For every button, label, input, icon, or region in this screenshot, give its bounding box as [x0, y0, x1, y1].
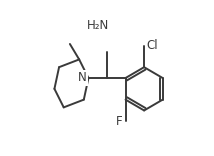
- Text: N: N: [78, 71, 87, 85]
- Text: H₂N: H₂N: [87, 19, 109, 32]
- Text: Cl: Cl: [147, 39, 158, 52]
- Text: H₂N: H₂N: [87, 19, 109, 32]
- Text: F: F: [116, 115, 123, 128]
- Text: N: N: [78, 71, 87, 85]
- Text: Cl: Cl: [147, 39, 158, 52]
- Text: F: F: [116, 115, 123, 128]
